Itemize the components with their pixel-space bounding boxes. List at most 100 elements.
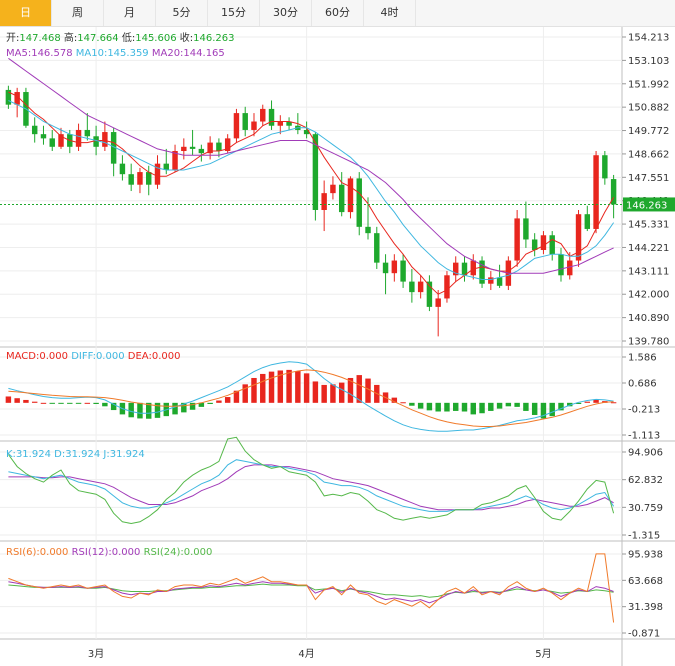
macd-axis-tick-label: 0.686	[628, 379, 657, 390]
d-value: 31.924	[65, 449, 100, 460]
macd-bar	[453, 402, 459, 411]
price-axis-tick-label: 143.111	[628, 266, 669, 277]
dea-label: DEA:	[128, 351, 152, 362]
macd-bar	[523, 402, 529, 411]
tab-15min[interactable]: 15分	[208, 0, 260, 26]
macd-bar	[84, 402, 91, 404]
open-value: 147.468	[19, 33, 60, 44]
candle	[409, 281, 415, 293]
low-value: 145.606	[135, 33, 176, 44]
candle	[461, 262, 468, 276]
macd-bar	[575, 402, 582, 404]
macd-bar	[470, 402, 476, 415]
tab-5min[interactable]: 5分	[156, 0, 208, 26]
dea-line	[8, 369, 614, 427]
macd-bar	[391, 397, 398, 403]
ma-legend: MA5:146.578 MA10:145.359 MA20:144.165	[6, 48, 225, 59]
macd-bar	[224, 397, 231, 403]
candle	[146, 172, 152, 185]
candle	[58, 134, 64, 147]
macd-bar	[216, 400, 222, 403]
candle	[330, 184, 336, 194]
macd-bar	[531, 402, 538, 415]
candle	[531, 239, 538, 251]
ma10-value: 145.359	[107, 48, 148, 59]
candle	[102, 132, 108, 147]
macd-value: 0.000	[39, 351, 68, 362]
macd-axis-tick-label: 1.586	[628, 353, 657, 364]
candle	[233, 113, 240, 139]
price-axis-tick-label: 144.221	[628, 243, 669, 254]
candle	[154, 163, 161, 185]
macd-bar	[505, 402, 512, 407]
tab-day[interactable]: 日	[0, 0, 52, 26]
macd-bar	[488, 402, 494, 411]
ma5-value: 146.578	[31, 48, 72, 59]
x-tick-label-2: 5月	[535, 648, 551, 660]
candle	[400, 260, 406, 282]
candle	[391, 260, 398, 274]
tab-week[interactable]: 周	[52, 0, 104, 26]
macd-bar	[93, 402, 99, 404]
diff-label: DIFF:	[71, 351, 96, 362]
diff-line	[8, 361, 614, 432]
period-tabs: 日周月 5分 15分 30分 60分 4时	[0, 0, 675, 27]
candle	[321, 193, 327, 210]
high-label: 高:	[64, 31, 77, 44]
macd-bar	[128, 402, 134, 418]
candle	[496, 277, 503, 286]
candle	[207, 142, 213, 154]
macd-bar	[321, 384, 327, 403]
macd-bar	[40, 402, 47, 404]
kline-chart: 3月 4月 5月 154.213 153.103 151.992 150.882 149.77…	[0, 27, 675, 666]
macd-bar	[444, 402, 450, 412]
candle	[610, 179, 617, 205]
macd-bar	[338, 382, 345, 403]
ohlc-legend: 开:147.468 高:147.664 低:145.606 收:146.263	[6, 31, 235, 44]
candle	[216, 142, 222, 152]
tab-month[interactable]: 月	[104, 0, 156, 26]
candle	[549, 235, 555, 255]
rsi12-value: 0.000	[112, 547, 141, 558]
macd-bar	[189, 402, 196, 410]
price-axis-tick-label: 148.662	[628, 149, 669, 160]
macd-bar	[409, 402, 415, 406]
candle	[277, 121, 284, 126]
tab-60min[interactable]: 60分	[312, 0, 364, 26]
macd-bar	[14, 398, 20, 403]
macd-bar	[549, 402, 555, 417]
candle	[514, 218, 520, 261]
macd-bar	[593, 399, 599, 403]
macd-legend: MACD:0.000 DIFF:0.000 DEA:0.000	[6, 351, 180, 362]
candle	[479, 260, 485, 284]
kdj-k-line	[8, 459, 615, 512]
rsi-axis-tick-label: 31.398	[628, 602, 663, 613]
candle	[40, 134, 47, 139]
macd-bar	[146, 402, 152, 419]
j-value: 31.924	[110, 449, 145, 460]
candle	[242, 113, 248, 130]
k-label: K:	[6, 449, 16, 460]
k-value: 31.924	[16, 449, 51, 460]
candle	[584, 214, 591, 229]
price-axis-tick-label: 145.331	[628, 220, 669, 231]
tab-4h[interactable]: 4时	[364, 0, 416, 26]
candle	[567, 260, 573, 276]
candle	[453, 262, 459, 276]
candle	[286, 121, 292, 126]
macd-bar	[540, 402, 547, 419]
candle	[540, 235, 547, 251]
candle	[75, 129, 82, 147]
dea-value: 0.000	[152, 351, 181, 362]
close-value: 146.263	[193, 33, 234, 44]
macd-bar	[558, 402, 564, 411]
candle	[426, 281, 433, 307]
kdj-axis-tick-label: 94.906	[628, 448, 663, 459]
candle	[268, 108, 275, 126]
candle	[303, 129, 310, 135]
tab-30min[interactable]: 30分	[260, 0, 312, 26]
ma5-line	[8, 91, 615, 295]
close-label: 收:	[180, 31, 193, 44]
candle	[49, 138, 55, 147]
macd-bar	[268, 371, 275, 403]
